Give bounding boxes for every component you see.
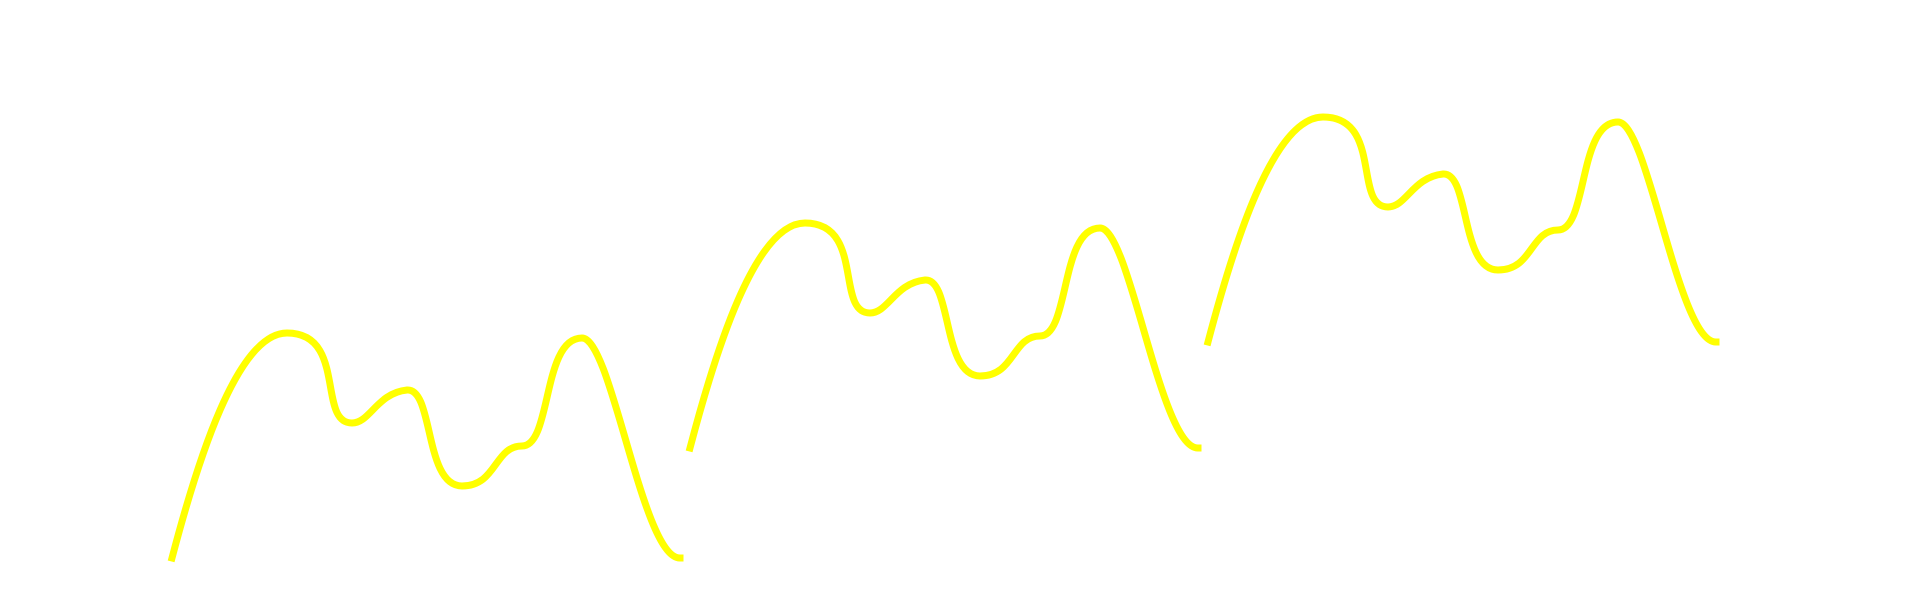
wave-group: [167, 113, 1720, 563]
wave-left: [167, 329, 684, 563]
wave-right: [1203, 113, 1720, 347]
wave-middle: [685, 219, 1202, 453]
